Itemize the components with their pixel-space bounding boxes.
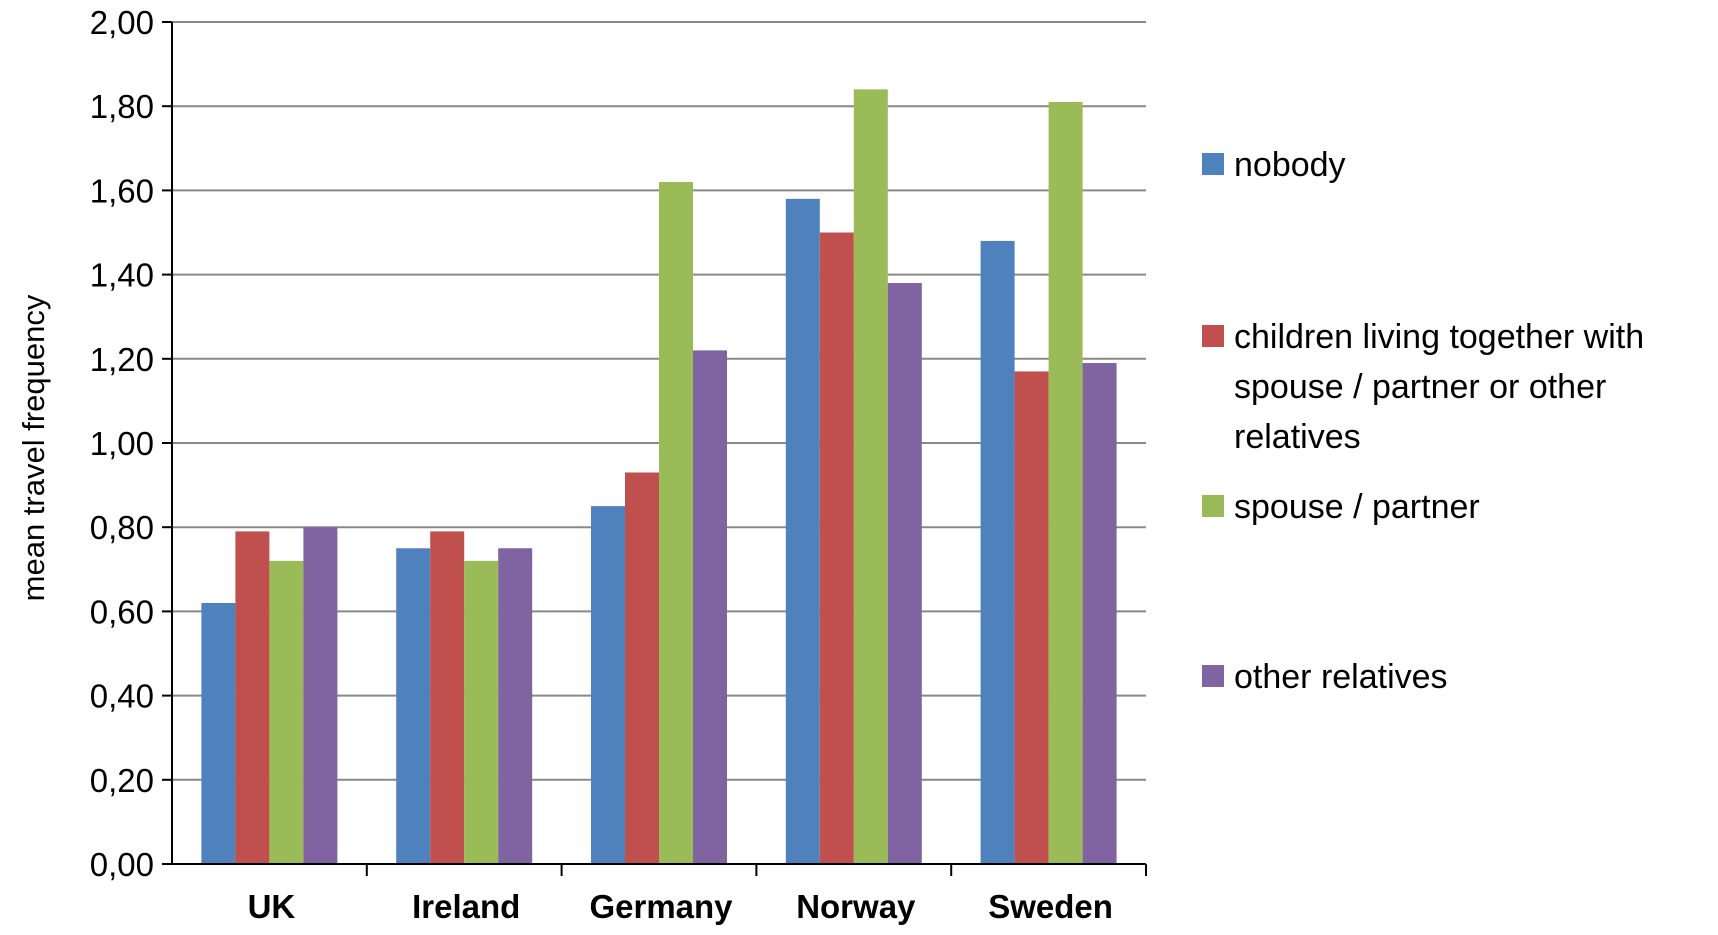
bar	[396, 548, 431, 864]
bar	[303, 527, 338, 864]
bar	[430, 531, 465, 864]
legend-swatch	[1202, 153, 1224, 175]
y-tick-label: 2,00	[90, 4, 154, 41]
y-tick-label: 0,00	[90, 846, 154, 883]
y-tick-labels: 0,00 0,20 0,40 0,60 0,80 1,00 1,20 1,40 1,60 1,80…	[90, 4, 154, 883]
bar	[980, 240, 1015, 865]
legend-item: spouse / partner	[1202, 482, 1704, 532]
bar	[659, 181, 693, 865]
axes	[162, 21, 1147, 876]
bar	[235, 531, 270, 864]
legend-swatch	[1202, 665, 1224, 687]
bar	[498, 548, 533, 864]
bar	[887, 283, 922, 864]
category-label: UK	[248, 888, 296, 925]
legend-label: other relatives	[1234, 658, 1448, 696]
y-tick-label: 1,00	[90, 425, 154, 462]
category-labels: UK Ireland Germany Norway Sweden	[248, 888, 1113, 925]
legend-label: nobody	[1234, 146, 1346, 184]
legend-item: other relatives	[1202, 652, 1704, 702]
y-tick-label: 0,40	[90, 678, 154, 715]
legend-label: spouse / partner	[1234, 488, 1480, 526]
bar	[201, 602, 236, 864]
category-label: Norway	[796, 888, 916, 925]
bar	[785, 198, 820, 864]
y-tick-label: 1,60	[90, 172, 154, 209]
category-label: Ireland	[412, 888, 520, 925]
y-tick-label: 0,60	[90, 593, 154, 630]
bars	[201, 89, 1117, 865]
bar	[853, 89, 888, 865]
y-tick-label: 1,80	[90, 88, 154, 125]
y-tick-label: 0,80	[90, 509, 154, 546]
bar	[1082, 363, 1117, 864]
legend-swatch	[1202, 495, 1224, 517]
legend-item: children living together with spouse / p…	[1202, 312, 1704, 462]
y-tick-label: 1,20	[90, 341, 154, 378]
bar	[1048, 101, 1083, 865]
bar	[1014, 371, 1049, 864]
category-label: Germany	[589, 888, 733, 925]
bar	[625, 472, 659, 864]
y-axis-title: mean travel frequency	[16, 294, 51, 601]
legend-item: nobody	[1202, 140, 1704, 190]
legend-swatch	[1202, 325, 1224, 347]
bar	[269, 560, 304, 864]
legend-label: children living together with spouse / p…	[1234, 318, 1645, 456]
y-tick-label: 1,40	[90, 257, 154, 294]
category-label: Sweden	[988, 888, 1113, 925]
bar	[819, 232, 854, 864]
bar	[464, 560, 499, 864]
bar	[591, 506, 625, 864]
y-tick-label: 0,20	[90, 762, 154, 799]
bar	[693, 350, 727, 864]
